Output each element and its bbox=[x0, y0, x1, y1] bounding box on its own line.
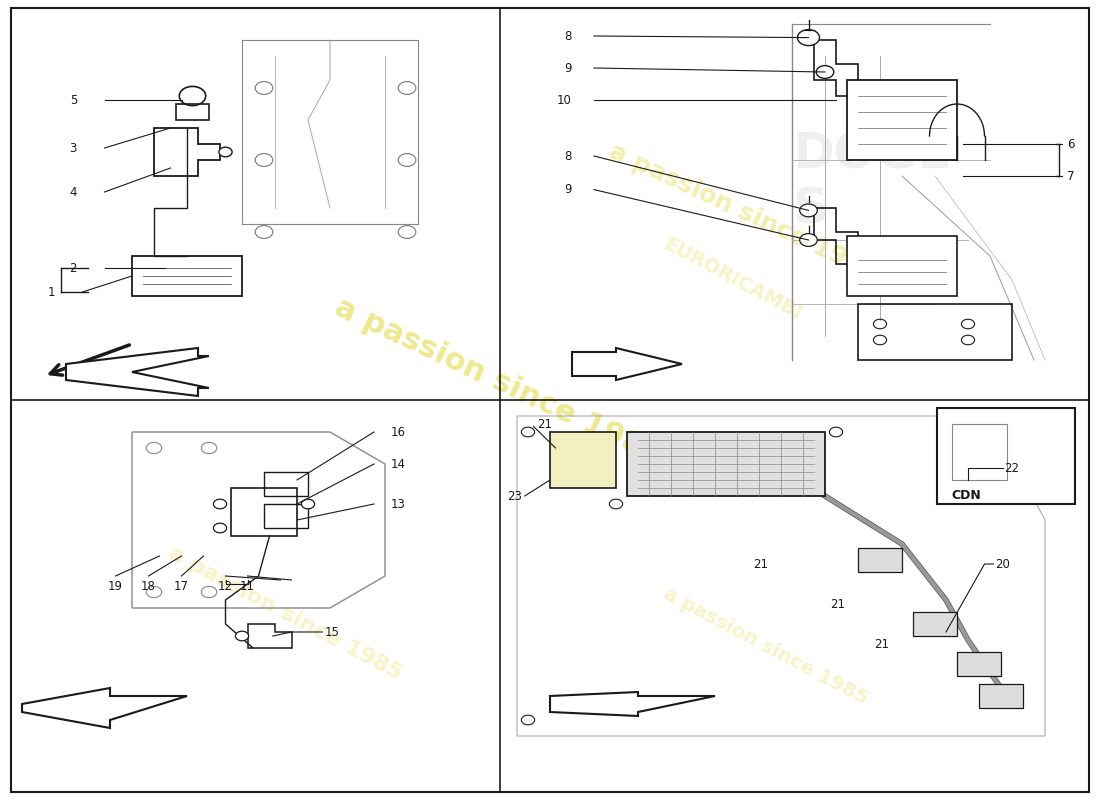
Text: CDN: CDN bbox=[950, 489, 981, 502]
Polygon shape bbox=[572, 348, 682, 380]
Text: 21: 21 bbox=[874, 638, 890, 650]
Text: 12: 12 bbox=[218, 580, 233, 593]
Text: 1: 1 bbox=[47, 286, 55, 298]
Text: 18: 18 bbox=[141, 580, 156, 593]
Circle shape bbox=[219, 147, 232, 157]
Text: 11: 11 bbox=[240, 580, 255, 593]
Text: 23: 23 bbox=[507, 490, 522, 502]
Text: 9: 9 bbox=[564, 62, 572, 74]
Bar bbox=[627, 432, 825, 496]
Text: 4: 4 bbox=[69, 186, 77, 198]
Circle shape bbox=[213, 499, 227, 509]
Circle shape bbox=[213, 523, 227, 533]
Text: 5: 5 bbox=[69, 94, 77, 106]
Bar bbox=[550, 432, 616, 488]
Circle shape bbox=[816, 66, 834, 78]
Text: 14: 14 bbox=[390, 458, 406, 470]
Text: 3: 3 bbox=[69, 142, 77, 154]
Text: 20: 20 bbox=[996, 558, 1011, 570]
Bar bbox=[847, 236, 957, 296]
Bar bbox=[264, 472, 308, 496]
Bar bbox=[858, 304, 1012, 360]
Text: a passion since 1985: a passion since 1985 bbox=[330, 292, 667, 470]
Text: a passion since 1985: a passion since 1985 bbox=[660, 584, 871, 708]
Circle shape bbox=[800, 204, 817, 217]
Bar bbox=[264, 504, 308, 528]
Bar bbox=[847, 80, 957, 160]
Text: 17: 17 bbox=[174, 580, 189, 593]
Circle shape bbox=[301, 499, 315, 509]
Text: 22: 22 bbox=[1004, 462, 1020, 474]
Bar bbox=[952, 424, 1006, 480]
Text: a passion since 1985: a passion since 1985 bbox=[605, 139, 882, 285]
Bar bbox=[957, 652, 1001, 676]
Text: 13: 13 bbox=[390, 498, 406, 510]
Circle shape bbox=[235, 631, 249, 641]
Text: 9: 9 bbox=[564, 183, 572, 196]
Text: 8: 8 bbox=[564, 150, 572, 162]
Text: 7: 7 bbox=[1067, 170, 1075, 182]
Text: a passion since 1985: a passion since 1985 bbox=[165, 544, 405, 684]
Text: 8: 8 bbox=[564, 30, 572, 42]
Circle shape bbox=[521, 427, 535, 437]
Text: 21: 21 bbox=[830, 598, 846, 610]
Text: 10: 10 bbox=[557, 94, 572, 106]
Text: 2: 2 bbox=[69, 262, 77, 274]
Bar bbox=[913, 612, 957, 636]
Bar bbox=[858, 548, 902, 572]
Bar bbox=[979, 684, 1023, 708]
Text: 19: 19 bbox=[108, 580, 123, 593]
Text: EURORICAMBI: EURORICAMBI bbox=[660, 235, 804, 324]
Text: 21: 21 bbox=[537, 418, 552, 430]
Text: DOGE
S: DOGE S bbox=[792, 130, 952, 234]
Polygon shape bbox=[66, 348, 209, 396]
Text: 21: 21 bbox=[754, 558, 769, 570]
Text: 15: 15 bbox=[324, 626, 340, 638]
Circle shape bbox=[800, 234, 817, 246]
Bar bbox=[937, 408, 1075, 504]
Circle shape bbox=[521, 715, 535, 725]
Polygon shape bbox=[22, 688, 187, 728]
Text: 16: 16 bbox=[390, 426, 406, 438]
Polygon shape bbox=[550, 692, 715, 716]
Bar bbox=[231, 488, 297, 536]
Text: 6: 6 bbox=[1067, 138, 1075, 150]
Circle shape bbox=[798, 30, 820, 46]
Circle shape bbox=[609, 499, 623, 509]
Circle shape bbox=[829, 427, 843, 437]
